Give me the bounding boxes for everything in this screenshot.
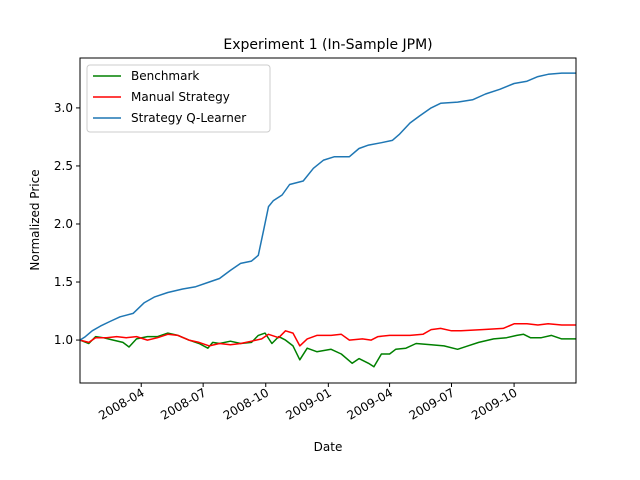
y-axis-label: Normalized Price: [28, 169, 42, 270]
chart-title: Experiment 1 (In-Sample JPM): [223, 37, 432, 53]
y-tick-label: 3.0: [54, 101, 73, 115]
y-axis-ticks: 1.0 1.5 2.0 2.5 3.0: [54, 101, 80, 347]
y-tick-label: 1.0: [54, 333, 73, 347]
series-line-strategy-q-learner: [79, 72, 576, 341]
y-tick-label: 1.5: [54, 275, 73, 289]
legend-label-benchmark: Benchmark: [131, 69, 199, 83]
legend: Benchmark Manual Strategy Strategy Q-Lea…: [86, 64, 271, 133]
y-tick-label: 2.0: [54, 217, 73, 231]
x-axis-label: Date: [314, 440, 343, 454]
legend-label-manual-strategy: Manual Strategy: [131, 90, 230, 104]
legend-label-strategy-q-learner: Strategy Q-Learner: [131, 111, 246, 125]
series-layer: [79, 72, 576, 368]
series-line-benchmark: [79, 332, 576, 368]
legend-box: [86, 64, 271, 133]
series-line-manual-strategy: [79, 323, 576, 347]
y-tick-label: 2.5: [54, 159, 73, 173]
plot-frame: [79, 57, 577, 384]
